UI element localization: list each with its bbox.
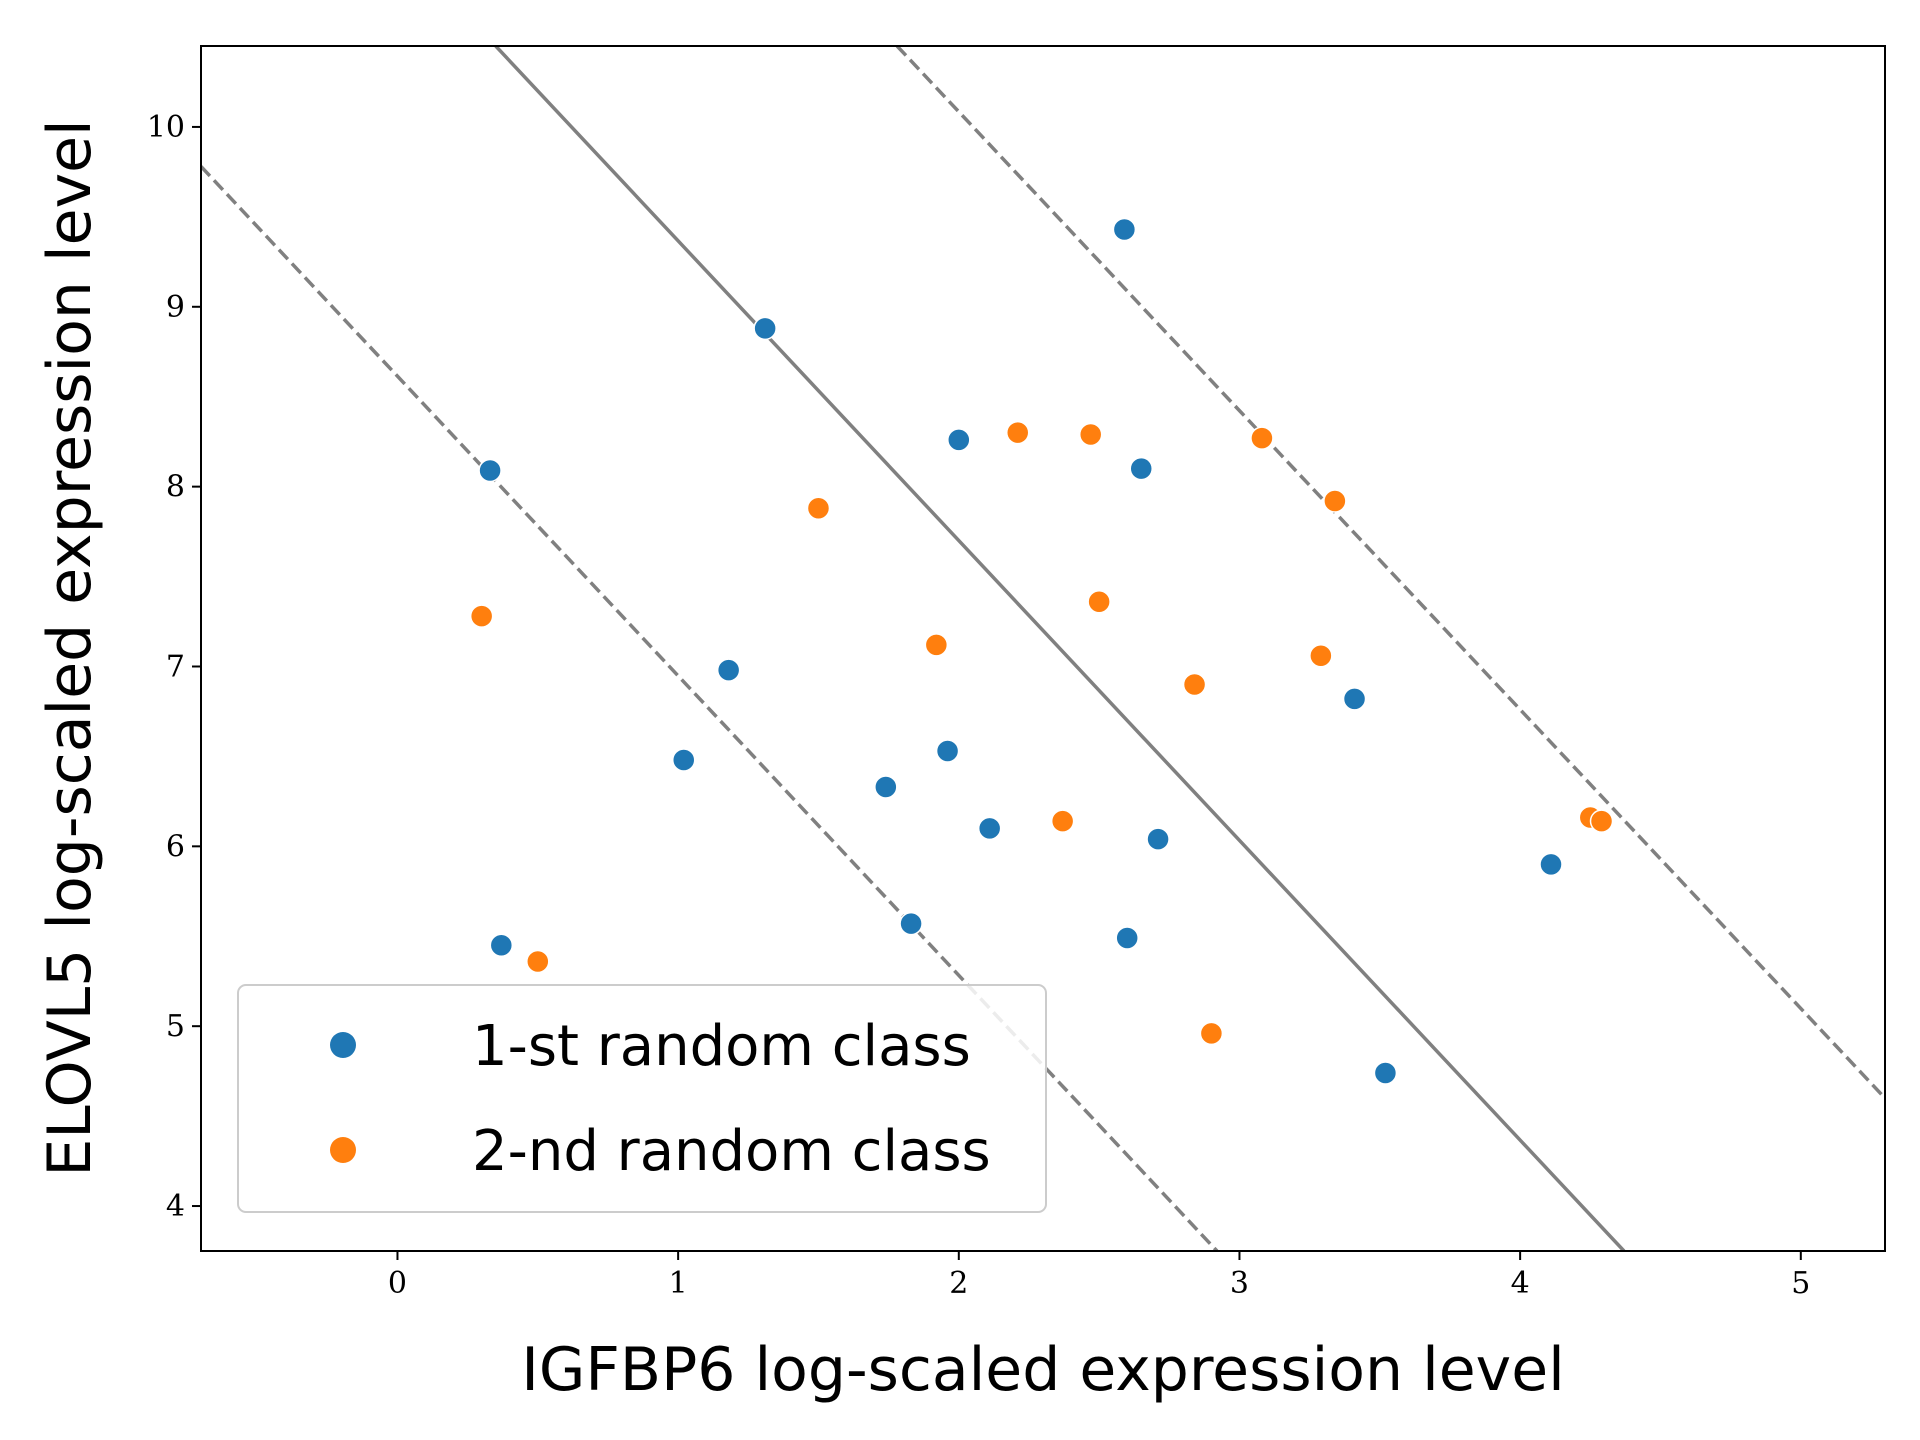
series-1-point [1373, 1061, 1398, 1085]
plot-frame [200, 45, 1886, 1252]
series-1-point [478, 458, 502, 483]
series-2-point [1182, 672, 1207, 697]
legend-label-series-1: 1-st random class [472, 1014, 971, 1079]
series-1-point [1129, 456, 1153, 481]
y-axis-label: ELOVL5 log-scaled expression level [35, 119, 105, 1176]
y-tick-label: 8 [166, 470, 185, 505]
series-1-point [1342, 687, 1367, 711]
series-2-point [1050, 809, 1075, 833]
series-1-point [489, 933, 514, 958]
series-1-point [753, 316, 777, 341]
x-tick-label: 5 [1791, 1266, 1810, 1301]
series-1-point [947, 428, 971, 452]
decision-boundary-line [494, 46, 1626, 1251]
series-1-point [899, 911, 923, 936]
series-2-point [526, 949, 550, 974]
x-tick-label: 1 [669, 1266, 688, 1301]
series-1-point [935, 739, 960, 763]
svm-lines [201, 46, 1885, 1251]
legend-marker-series-2 [330, 1137, 356, 1163]
series-2-point [1589, 809, 1614, 833]
legend-label-series-2: 2-nd random class [472, 1119, 991, 1184]
series-1-point [1539, 852, 1563, 877]
series-2-point [1323, 489, 1347, 513]
legend-box [237, 984, 1047, 1213]
series-1-point [1146, 827, 1170, 851]
series-1-point [716, 658, 741, 682]
y-tick-label: 7 [166, 649, 185, 684]
x-tick-label: 2 [949, 1266, 968, 1301]
series-1-point [874, 775, 898, 799]
series-1-point [1115, 926, 1139, 950]
series-2-point [1199, 1021, 1224, 1046]
margin-lower-line [201, 165, 1219, 1251]
series-2-point [1250, 426, 1274, 450]
y-tick-label: 6 [166, 829, 185, 864]
series-2-point [806, 496, 831, 520]
y-tick-label: 10 [147, 110, 185, 145]
x-tick-label: 3 [1230, 1266, 1249, 1301]
x-tick-label: 4 [1511, 1266, 1530, 1301]
x-tick-label: 0 [388, 1266, 407, 1301]
series-1-point [977, 816, 1002, 841]
series-1-point [1112, 217, 1137, 242]
x-axis-label: IGFBP6 log-scaled expression level [521, 1335, 1565, 1405]
series-2-point [1005, 420, 1030, 445]
margin-upper-line [895, 46, 1885, 1100]
data-points [469, 217, 1614, 1085]
axis-ticks: 0 1 2 3 4 5 4 5 6 7 8 9 10 [147, 110, 1811, 1301]
y-tick-label: 4 [166, 1189, 185, 1224]
series-1-point [671, 748, 696, 772]
series-2-point [469, 604, 494, 628]
series-2-point [1078, 422, 1103, 447]
series-2-point [1309, 643, 1333, 668]
series-2-point [924, 633, 949, 657]
legend-marker-series-1 [330, 1032, 356, 1058]
y-tick-label: 5 [166, 1009, 185, 1044]
series-2-point [1087, 589, 1111, 614]
y-tick-label: 9 [166, 290, 185, 325]
legend: 1-st random class 2-nd random class [237, 984, 1047, 1213]
